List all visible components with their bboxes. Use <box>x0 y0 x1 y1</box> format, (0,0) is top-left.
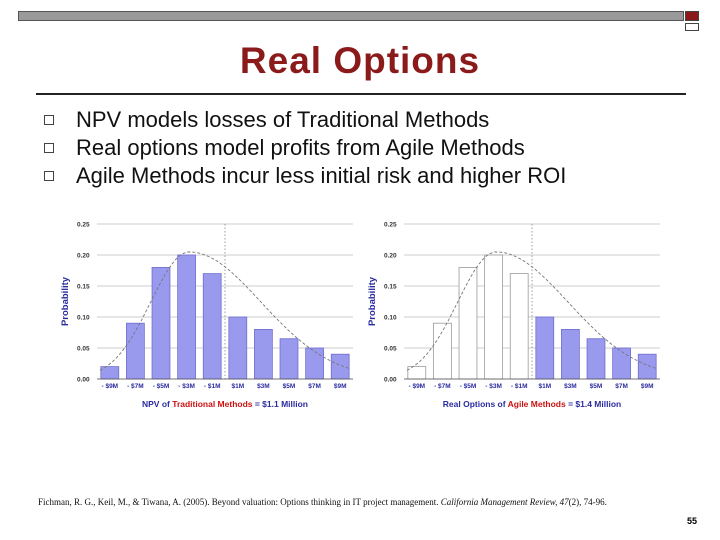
probability-bar-chart: 0.00 0.05 0.10 0.15 0.20 0.25 Probability - $9M… <box>367 222 660 409</box>
bar <box>509 273 529 380</box>
bullet-text: Real options model profits from Agile Me… <box>76 135 525 160</box>
y-axis-label: Probability <box>367 276 378 326</box>
bullet-item: Agile Methods incur less initial risk an… <box>44 162 566 190</box>
bar <box>305 347 324 380</box>
citation-issue: (2), 74-96. <box>568 497 607 507</box>
y-tick-label: 0.25 <box>384 222 397 229</box>
y-tick-label: 0.10 <box>77 315 90 322</box>
caption-part: = $1.4 Million <box>566 399 622 409</box>
y-tick-label: 0.05 <box>77 346 90 353</box>
y-tick-label: 0.00 <box>384 377 397 384</box>
chart-caption: NPV of Traditional Methods = $1.1 Millio… <box>142 399 308 409</box>
x-tick-label: $3M <box>564 383 577 390</box>
x-tick-label: $9M <box>641 383 654 390</box>
square-bullet-icon <box>44 115 54 125</box>
bar <box>561 329 580 380</box>
x-tick-label: $1M <box>231 383 244 390</box>
bar <box>484 254 503 380</box>
y-tick-label: 0.15 <box>77 284 90 291</box>
x-tick-label: - $7M <box>127 383 144 390</box>
y-tick-label: 0.05 <box>384 346 397 353</box>
x-tick-label: $3M <box>257 383 270 390</box>
bullet-text: NPV models losses of Traditional Methods <box>76 107 490 132</box>
probability-bar-chart: 0.00 0.05 0.10 0.15 0.20 0.25 Probability - $9M… <box>60 222 353 409</box>
bar <box>407 366 427 380</box>
bar <box>535 316 555 380</box>
x-tick-label: $5M <box>590 383 603 390</box>
bar <box>637 353 657 380</box>
citation-journal: California Management Review, 47 <box>440 497 569 507</box>
bar <box>177 254 196 380</box>
x-tick-label: $7M <box>615 383 628 390</box>
caption-part: NPV of <box>142 399 172 409</box>
x-tick-label: - $3M <box>485 383 502 390</box>
caption-part: = $1.1 Million <box>253 399 309 409</box>
bar <box>330 353 350 380</box>
bar <box>586 338 606 380</box>
title-rule <box>36 93 686 95</box>
y-tick-label: 0.20 <box>77 253 90 260</box>
x-tick-label: - $1M <box>511 383 528 390</box>
chart-caption: Real Options of Agile Methods = $1.4 Mil… <box>443 399 621 409</box>
y-tick-label: 0.20 <box>384 253 397 260</box>
x-tick-label: - $9M <box>101 383 118 390</box>
bullet-item: Real options model profits from Agile Me… <box>44 134 566 162</box>
bar <box>279 338 299 380</box>
bar <box>202 273 222 380</box>
y-tick-label: 0.10 <box>384 315 397 322</box>
distribution-curve <box>406 251 658 371</box>
y-axis-label: Probability <box>60 276 71 326</box>
x-tick-label: $5M <box>283 383 296 390</box>
citation-authors: Fichman, R. G., Keil, M., & Tiwana, A. (… <box>38 497 441 507</box>
caption-part: Real Options of <box>443 399 508 409</box>
distribution-curve <box>99 251 351 371</box>
bar <box>228 316 248 380</box>
x-tick-label: - $1M <box>204 383 221 390</box>
bar <box>126 322 145 380</box>
bullet-text: Agile Methods incur less initial risk an… <box>76 163 567 188</box>
bar <box>151 267 171 380</box>
x-tick-label: - $7M <box>434 383 451 390</box>
y-tick-label: 0.25 <box>77 222 90 229</box>
citation: Fichman, R. G., Keil, M., & Tiwana, A. (… <box>38 497 607 507</box>
real-options-agile-chart: 0.00 0.05 0.10 0.15 0.20 0.25 Probability - $9M… <box>362 214 667 414</box>
y-tick-label: 0.15 <box>384 284 397 291</box>
page-number: 55 <box>686 516 697 526</box>
x-tick-label: $1M <box>538 383 551 390</box>
bar <box>612 347 631 380</box>
x-tick-label: $7M <box>308 383 321 390</box>
corner-square-top <box>685 11 699 21</box>
x-tick-label: - $5M <box>460 383 477 390</box>
bar <box>254 329 273 380</box>
bullet-item: NPV models losses of Traditional Methods <box>44 106 566 134</box>
bullet-list: NPV models losses of Traditional Methods… <box>44 106 566 190</box>
x-tick-label: - $9M <box>408 383 425 390</box>
x-tick-label: - $3M <box>178 383 195 390</box>
bar <box>458 267 478 380</box>
y-tick-label: 0.00 <box>77 377 90 384</box>
slide-title: Real Options <box>239 40 481 81</box>
square-bullet-icon <box>44 143 54 153</box>
corner-square-bottom <box>685 23 699 31</box>
npv-traditional-chart: 0.00 0.05 0.10 0.15 0.20 0.25 Probability - $9M… <box>55 214 360 414</box>
bar <box>100 366 120 380</box>
x-tick-label: - $5M <box>153 383 170 390</box>
top-decorative-bar <box>18 11 684 21</box>
bar <box>433 322 452 380</box>
caption-part: Agile Methods <box>508 399 566 409</box>
caption-part: Traditional Methods <box>172 399 253 409</box>
x-tick-label: $9M <box>334 383 347 390</box>
square-bullet-icon <box>44 171 54 181</box>
